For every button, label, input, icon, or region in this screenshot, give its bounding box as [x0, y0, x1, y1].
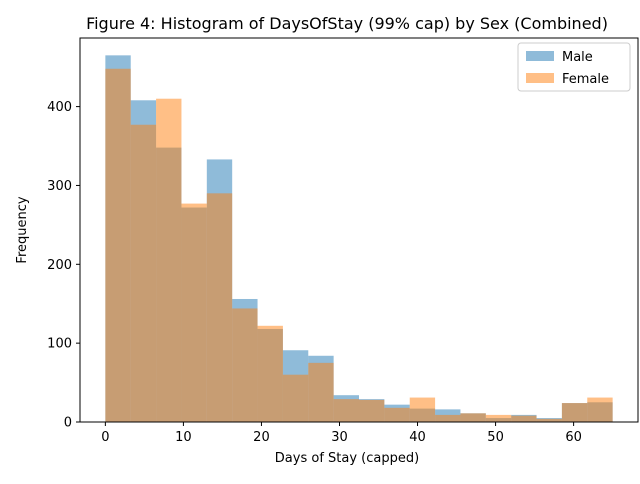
x-tick-label: 40: [409, 430, 426, 445]
female-bar-7: [282, 374, 309, 422]
y-tick-label: 0: [64, 416, 72, 431]
female-bar-1: [130, 124, 157, 423]
female-bar-13: [435, 414, 461, 422]
x-tick-label: 0: [101, 430, 109, 445]
female-bar-6: [257, 325, 283, 422]
x-tick-label: 30: [331, 430, 348, 445]
y-axis-ticks: 0 100 200 300 400: [47, 100, 80, 431]
x-axis-label: Days of Stay (capped): [275, 451, 419, 466]
female-bar-0: [105, 68, 131, 422]
female-bar-18: [561, 403, 588, 422]
female-bar-9: [333, 399, 359, 422]
female-bar-4: [206, 193, 233, 422]
female-bar-12: [409, 397, 436, 422]
female-bar-8: [308, 362, 334, 422]
female-bar-16: [511, 415, 537, 422]
female-bar-11: [384, 407, 410, 422]
x-tick-label: 20: [253, 430, 270, 445]
chart-title: Figure 4: Histogram of DaysOfStay (99% c…: [86, 14, 608, 33]
legend-swatch-male: [526, 51, 554, 61]
legend-label-male: Male: [562, 50, 593, 65]
y-axis-label: Frequency: [15, 196, 30, 263]
legend-label-female: Female: [562, 72, 609, 87]
x-tick-label: 10: [175, 430, 192, 445]
plot-frame: [79, 37, 639, 423]
female-bar-15: [485, 414, 512, 422]
y-tick-label: 200: [47, 258, 72, 273]
x-axis-ticks: 0 10 20 30 40 50 60: [101, 422, 582, 445]
y-tick-label: 400: [47, 100, 72, 115]
female-bar-19: [587, 397, 613, 422]
legend: Male Female: [517, 42, 631, 92]
female-bar-10: [359, 399, 385, 422]
x-tick-label: 60: [565, 430, 582, 445]
x-tick-label: 50: [487, 430, 504, 445]
y-tick-label: 300: [47, 179, 72, 194]
female-bar-14: [460, 413, 486, 422]
bars-layer: [105, 55, 613, 423]
female-bar-3: [181, 203, 207, 422]
female-bar-2: [156, 98, 182, 423]
y-tick-label: 100: [47, 337, 72, 352]
female-bar-17: [536, 418, 562, 422]
legend-swatch-female: [526, 73, 554, 83]
female-bar-5: [232, 308, 258, 422]
